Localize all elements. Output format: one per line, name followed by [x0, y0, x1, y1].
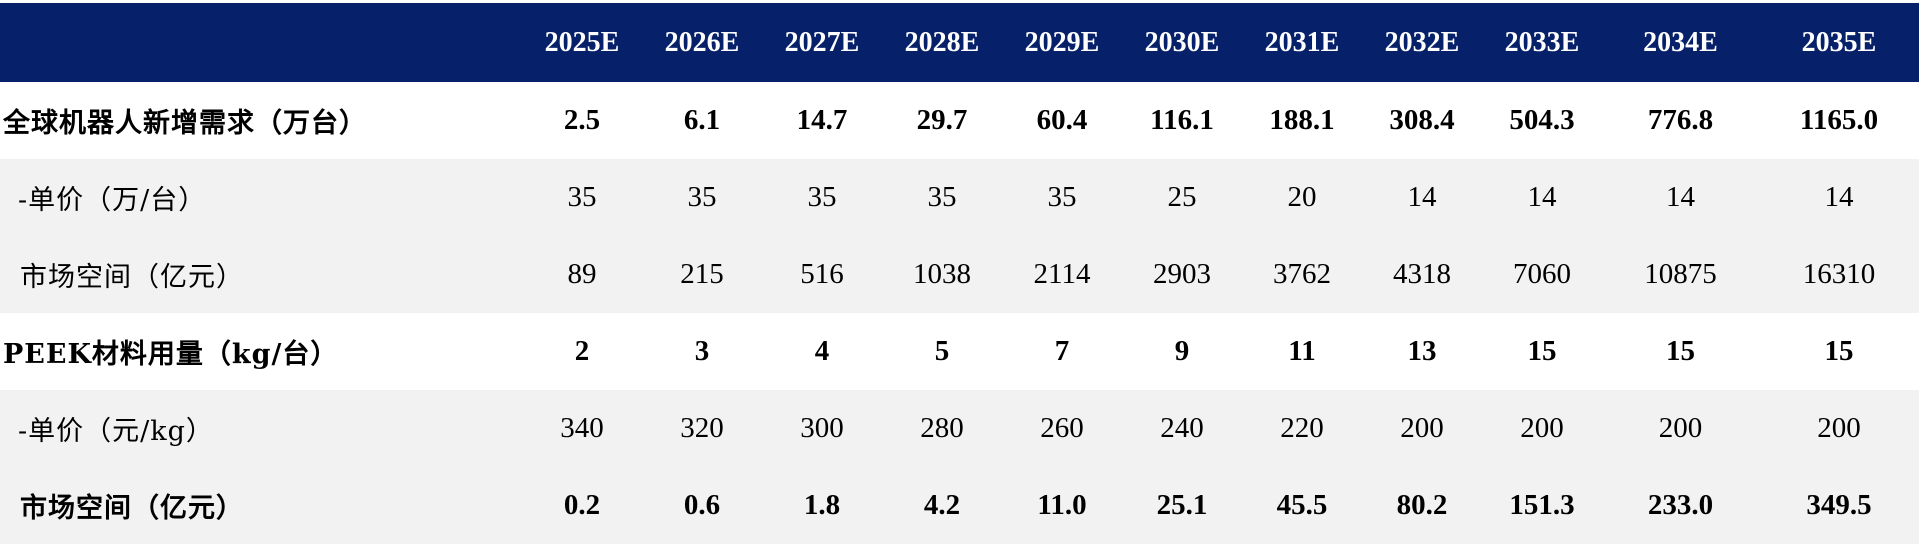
- table-cell: 776.8: [1647, 104, 1714, 136]
- table-cell: 1038: [913, 258, 971, 290]
- table-cell: 2903: [1153, 258, 1211, 290]
- table-cell: 300: [800, 412, 844, 444]
- table-cell: 340: [560, 412, 604, 444]
- table-cell: 516: [800, 258, 844, 290]
- table-cell: 25: [1167, 181, 1197, 213]
- table-cell: 116.1: [1150, 104, 1214, 136]
- table-cell: 60.4: [1036, 104, 1088, 136]
- table-cell: 89: [567, 258, 597, 290]
- year-header: 2032E: [1384, 26, 1460, 58]
- forecast-table: 2025E 2026E 2027E 2028E 2029E 2030E 2031…: [0, 3, 1919, 544]
- table-cell: 11: [1288, 335, 1316, 367]
- table-cell: 45.5: [1276, 489, 1328, 521]
- table-cell: 240: [1160, 412, 1204, 444]
- table-cell: 35: [927, 181, 957, 213]
- table-cell: 7: [1054, 335, 1070, 367]
- robot-demand-row: 全球机器人新增需求（万台） 2.5 6.1 14.7 29.7 60.4 116…: [0, 82, 1919, 159]
- table-cell: 14: [1824, 181, 1854, 213]
- table-cell: 200: [1520, 412, 1564, 444]
- table-cell: 260: [1040, 412, 1084, 444]
- table-cell: 25.1: [1156, 489, 1208, 521]
- table-cell: 15: [1666, 335, 1695, 367]
- table-cell: 15: [1527, 335, 1557, 367]
- table-cell: 349.5: [1806, 489, 1872, 521]
- year-header: 2033E: [1504, 26, 1580, 58]
- year-header: 2029E: [1024, 26, 1100, 58]
- header-row: 2025E 2026E 2027E 2028E 2029E 2030E 2031…: [0, 3, 1919, 82]
- table-cell: 0.6: [683, 489, 721, 521]
- table-cell: 200: [1658, 412, 1703, 444]
- table-cell: 7060: [1513, 258, 1571, 290]
- table-cell: 29.7: [916, 104, 968, 136]
- year-header: 2035E: [1801, 26, 1877, 58]
- table-cell: 14: [1527, 181, 1557, 213]
- table-cell: 151.3: [1509, 489, 1575, 521]
- table-cell: 11.0: [1037, 489, 1087, 521]
- table-cell: 2: [574, 335, 590, 367]
- table-cell: 200: [1817, 412, 1861, 444]
- table-body: 全球机器人新增需求（万台） 2.5 6.1 14.7 29.7 60.4 116…: [0, 82, 1919, 544]
- year-header: 2031E: [1264, 26, 1340, 58]
- table-cell: 4.2: [923, 489, 961, 521]
- table-cell: 233.0: [1647, 489, 1714, 521]
- table-header: 2025E 2026E 2027E 2028E 2029E 2030E 2031…: [0, 3, 1919, 82]
- row-label: 全球机器人新增需求（万台）: [3, 108, 367, 139]
- header-corner-cell: [0, 3, 522, 82]
- table-cell: 13: [1407, 335, 1437, 367]
- table-cell: 14.7: [796, 104, 848, 136]
- table-cell: 2114: [1033, 258, 1091, 290]
- robot-unit-price-row: -单价（万/台） 35 35 35 35 35 25 20 14 14 14 1…: [0, 159, 1919, 236]
- table-cell: 504.3: [1509, 104, 1575, 136]
- table-cell: 35: [567, 181, 597, 213]
- year-header: 2027E: [784, 26, 860, 58]
- table-cell: 5: [934, 335, 950, 367]
- table-cell: 3: [694, 335, 710, 367]
- table-cell: 35: [807, 181, 837, 213]
- robot-market-size-row: 市场空间（亿元） 89 215 516 1038 2114 2903 3762 …: [0, 236, 1919, 313]
- table-cell: 20: [1287, 181, 1317, 213]
- row-label: PEEK材料用量（kg/台）: [3, 339, 339, 370]
- year-header: 2030E: [1144, 26, 1220, 58]
- table-cell: 1165.0: [1799, 104, 1879, 136]
- table-cell: 200: [1400, 412, 1444, 444]
- table-cell: 14: [1407, 181, 1437, 213]
- table-cell: 2.5: [563, 104, 601, 136]
- year-header: 2034E: [1643, 26, 1718, 58]
- table-cell: 280: [920, 412, 964, 444]
- table-cell: 9: [1174, 335, 1190, 367]
- table-cell: 15: [1824, 335, 1854, 367]
- table-cell: 35: [687, 181, 717, 213]
- peek-usage-row: PEEK材料用量（kg/台） 2 3 4 5 7 9 11 13 15 15 1…: [0, 313, 1919, 390]
- table-cell: 188.1: [1269, 104, 1335, 136]
- year-header: 2026E: [664, 26, 740, 58]
- table-cell: 220: [1280, 412, 1324, 444]
- table-cell: 1.8: [803, 489, 841, 521]
- table-cell: 320: [680, 412, 724, 444]
- peek-market-size-row: 市场空间（亿元） 0.2 0.6 1.8 4.2 11.0 25.1 45.5 …: [0, 467, 1919, 544]
- table-cell: 6.1: [683, 104, 721, 136]
- table-cell: 16310: [1802, 258, 1876, 290]
- table-cell: 215: [680, 258, 724, 290]
- row-label: 市场空间（亿元）: [20, 493, 244, 524]
- table-cell: 308.4: [1389, 104, 1455, 136]
- table-cell: 4318: [1393, 258, 1451, 290]
- table-cell: 35: [1047, 181, 1077, 213]
- year-header: 2028E: [904, 26, 980, 58]
- table-cell: 0.2: [563, 489, 601, 521]
- table-cell: 14: [1666, 181, 1695, 213]
- year-header: 2025E: [544, 26, 620, 58]
- row-label: -单价（元/kg）: [18, 416, 214, 447]
- row-label: 市场空间（亿元）: [20, 262, 244, 293]
- table-cell: 10875: [1644, 258, 1717, 290]
- table-cell: 80.2: [1396, 489, 1448, 521]
- row-label: -单价（万/台）: [18, 185, 207, 216]
- table-cell: 4: [814, 335, 830, 367]
- peek-unit-price-row: -单价（元/kg） 340 320 300 280 260 240 220 20…: [0, 390, 1919, 467]
- table-cell: 3762: [1273, 258, 1331, 290]
